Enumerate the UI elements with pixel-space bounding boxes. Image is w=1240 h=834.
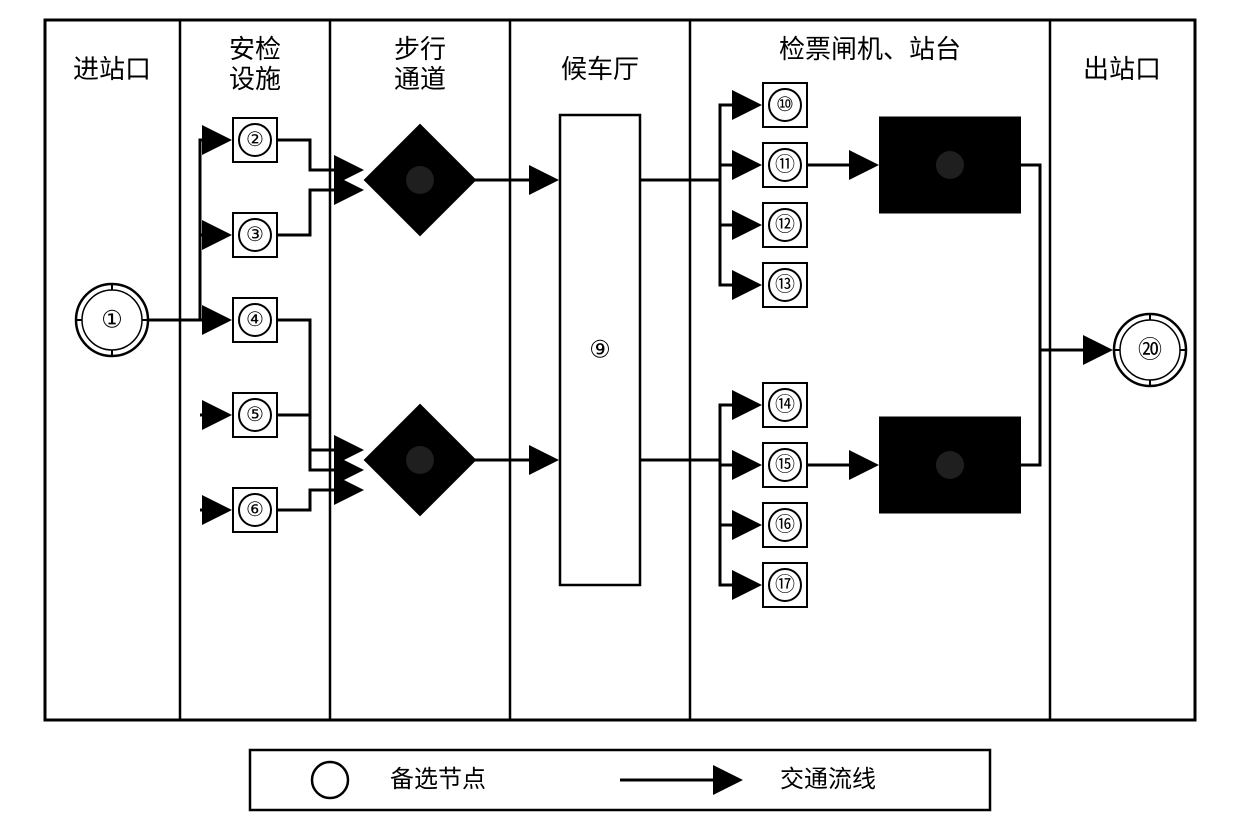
legend-label-flow: 交通流线 xyxy=(780,766,876,793)
node-label: ④ xyxy=(246,309,264,331)
node-n9: ⑨ xyxy=(560,115,640,585)
flow-edge xyxy=(640,105,759,180)
node-n11: ⑪ xyxy=(763,143,807,187)
legend-node-icon xyxy=(312,762,348,798)
node-b18 xyxy=(880,118,1020,213)
node-n5: ⑤ xyxy=(233,393,277,437)
node-n12: ⑫ xyxy=(763,203,807,247)
flow-edge xyxy=(720,180,759,285)
column-label: 安检 xyxy=(229,35,281,64)
legend-label-node: 备选节点 xyxy=(390,766,486,793)
node-label: ⑪ xyxy=(775,153,795,176)
node-label: ① xyxy=(101,307,123,334)
node-label: ⑬ xyxy=(775,273,795,296)
node-n6: ⑥ xyxy=(233,488,277,532)
node-label: ⑯ xyxy=(775,513,795,536)
flow-edge xyxy=(277,140,361,170)
node-label: ⑰ xyxy=(775,573,795,596)
column-label: 候车厅 xyxy=(561,55,639,84)
node-b19 xyxy=(880,418,1020,513)
node-n4: ④ xyxy=(233,298,277,342)
flow-edge xyxy=(277,190,361,235)
node-label: ⑨ xyxy=(589,337,611,364)
column-label: 步行 xyxy=(394,35,446,64)
node-n17: ⑰ xyxy=(763,563,807,607)
node-n14: ⑭ xyxy=(763,383,807,427)
flow-edge xyxy=(148,140,229,320)
node-label: ⑮ xyxy=(775,453,795,476)
node-n13: ⑬ xyxy=(763,263,807,307)
node-label: ② xyxy=(246,129,264,151)
node-n3: ③ xyxy=(233,213,277,257)
node-label: ⑩ xyxy=(776,94,794,116)
flow-edge xyxy=(277,490,361,510)
node-n1: ① xyxy=(76,284,148,356)
node-n2: ② xyxy=(233,118,277,162)
flow-edge xyxy=(1020,165,1110,350)
column-label: 通道 xyxy=(394,65,446,94)
flow-edge xyxy=(720,460,759,585)
node-label: ⑫ xyxy=(775,213,795,236)
node-n20: ⑳ xyxy=(1114,314,1186,386)
node-d7 xyxy=(365,125,475,235)
node-n10: ⑩ xyxy=(763,83,807,127)
flow-edge xyxy=(277,320,361,450)
diagram-canvas: 进站口 安检设施 步行通道 候车厅 检票闸机、站台出站口 ① ② ③ ④ ⑤ ⑥ ⑨ ⑩ ⑪ ⑫ ⑬ ⑭ ⑮ ⑯ ⑰ ⑳… xyxy=(0,0,1240,834)
node-d8 xyxy=(365,405,475,515)
node-n15: ⑮ xyxy=(763,443,807,487)
column-label: 出站口 xyxy=(1083,55,1161,84)
node-label: ⑭ xyxy=(775,393,795,416)
node-n16: ⑯ xyxy=(763,503,807,547)
column-label: 设施 xyxy=(229,65,281,94)
node-label: ⑳ xyxy=(1138,337,1162,364)
column-label: 检票闸机、站台 xyxy=(779,35,961,64)
node-label: ⑥ xyxy=(246,499,264,521)
node-label: ⑤ xyxy=(246,404,264,426)
node-label: ③ xyxy=(246,224,264,246)
flow-edge xyxy=(277,415,361,470)
flow-edge xyxy=(640,405,759,460)
flow-edge xyxy=(1020,350,1040,465)
column-label: 进站口 xyxy=(73,55,151,84)
